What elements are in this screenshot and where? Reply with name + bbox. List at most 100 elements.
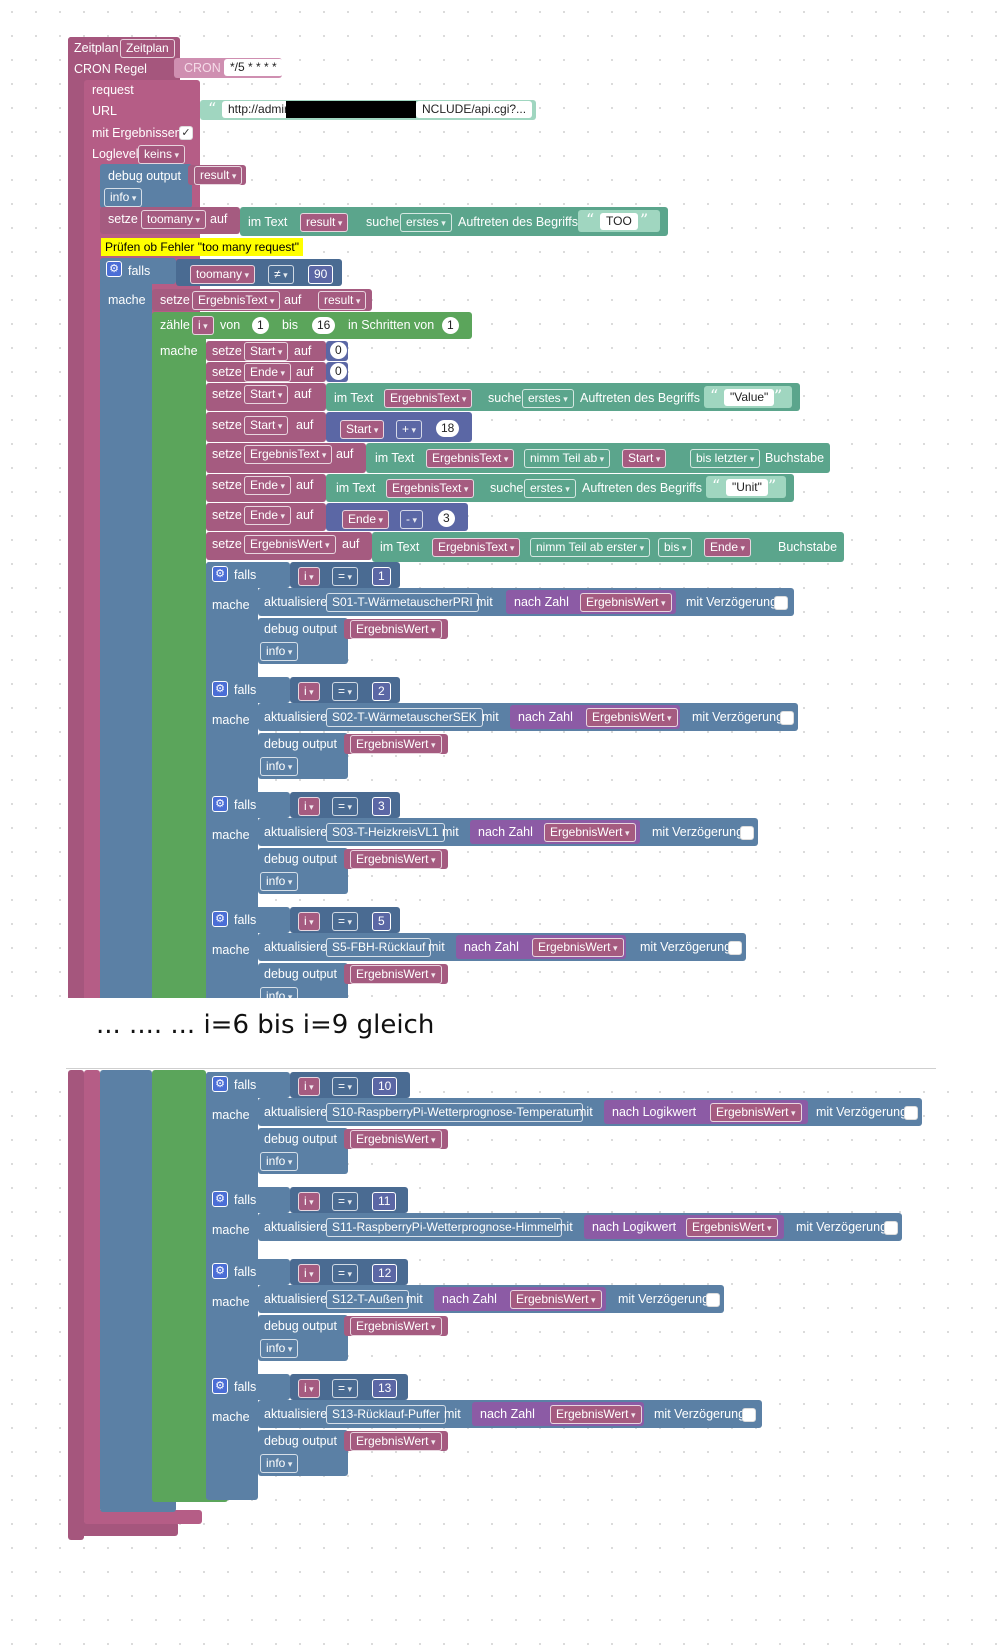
set-start-find-var[interactable]: Start bbox=[244, 385, 289, 404]
case-number[interactable]: 5 bbox=[372, 912, 391, 931]
case-number[interactable]: 1 bbox=[372, 567, 391, 586]
case-var-i[interactable]: i bbox=[298, 797, 320, 816]
set-ende-sub-var[interactable]: Ende bbox=[244, 506, 292, 525]
case-number[interactable]: 2 bbox=[372, 682, 391, 701]
gear-icon[interactable]: ⚙ bbox=[106, 261, 122, 277]
set-toomany-var[interactable]: toomany bbox=[141, 210, 207, 229]
set-ergtext-var[interactable]: ErgebnisText bbox=[192, 291, 281, 310]
schedule-name-field[interactable]: Zeitplan bbox=[120, 39, 175, 58]
set-ergtext-value[interactable]: result bbox=[318, 291, 367, 310]
set-ende0-var[interactable]: Ende bbox=[244, 363, 292, 382]
gear-icon[interactable]: ⚙ bbox=[212, 566, 228, 582]
convert-var[interactable]: ErgebnisWert bbox=[710, 1103, 802, 1122]
convert-var[interactable]: ErgebnisWert bbox=[550, 1405, 642, 1424]
find-toomany-mode[interactable]: erstes bbox=[400, 213, 452, 232]
update-state-name[interactable]: S10-RaspberryPi-Wetterprognose-Temperatu… bbox=[326, 1103, 584, 1122]
math-add-left[interactable]: Start bbox=[340, 420, 385, 439]
case-var-i[interactable]: i bbox=[298, 1379, 320, 1398]
debug-top-var[interactable]: result bbox=[194, 166, 243, 185]
set-start-add-var[interactable]: Start bbox=[244, 416, 289, 435]
delay-checkbox[interactable] bbox=[780, 711, 794, 725]
case-number[interactable]: 10 bbox=[372, 1077, 398, 1096]
substr-ergwert-take[interactable]: nimm Teil ab erster bbox=[530, 538, 651, 557]
update-state-name[interactable]: S11-RaspberryPi-Wetterprognose-Himmel bbox=[326, 1218, 563, 1237]
convert-var[interactable]: ErgebnisWert bbox=[532, 938, 624, 957]
delay-checkbox[interactable] bbox=[904, 1106, 918, 1120]
set-ende0-value[interactable]: 0 bbox=[330, 363, 347, 380]
update-state-name[interactable]: S12-T-Außen bbox=[326, 1290, 410, 1309]
case-number[interactable]: 11 bbox=[372, 1192, 397, 1211]
case-debug-var[interactable]: ErgebnisWert bbox=[350, 965, 442, 984]
loop-block[interactable] bbox=[152, 312, 206, 1002]
case-var-i[interactable]: i bbox=[298, 1077, 320, 1096]
case-debug-level[interactable]: info bbox=[260, 1339, 299, 1358]
substr-ergwert-end[interactable]: Ende bbox=[704, 538, 752, 557]
substr-ergwert-to[interactable]: bis bbox=[658, 538, 693, 557]
convert-var[interactable]: ErgebnisWert bbox=[544, 823, 636, 842]
delay-checkbox[interactable] bbox=[706, 1293, 720, 1307]
update-state-name[interactable]: S02-T-WärmetauscherSEK bbox=[326, 708, 483, 727]
case-op[interactable]: = bbox=[332, 912, 359, 931]
gear-icon[interactable]: ⚙ bbox=[212, 1191, 228, 1207]
convert-var[interactable]: ErgebnisWert bbox=[586, 708, 678, 727]
delay-checkbox[interactable] bbox=[774, 596, 788, 610]
case-op[interactable]: = bbox=[332, 1379, 359, 1398]
case-debug-level[interactable]: info bbox=[260, 1454, 299, 1473]
case-op[interactable]: = bbox=[332, 1192, 359, 1211]
case-var-i[interactable]: i bbox=[298, 912, 320, 931]
set-ende-find-var[interactable]: Ende bbox=[244, 476, 292, 495]
case-debug-level[interactable]: info bbox=[260, 642, 299, 661]
case-debug-var[interactable]: ErgebnisWert bbox=[350, 620, 442, 639]
case-var-i[interactable]: i bbox=[298, 1264, 320, 1283]
case-op[interactable]: = bbox=[332, 1077, 359, 1096]
case-var-i[interactable]: i bbox=[298, 1192, 320, 1211]
case-debug-var[interactable]: ErgebnisWert bbox=[350, 1130, 442, 1149]
math-add-op[interactable]: + bbox=[396, 420, 423, 439]
convert-var[interactable]: ErgebnisWert bbox=[510, 1290, 602, 1309]
find-unit-mode[interactable]: erstes bbox=[524, 479, 576, 498]
substr-ergwert-textvar[interactable]: ErgebnisText bbox=[432, 538, 521, 557]
find-unit-term[interactable]: "Unit" bbox=[726, 479, 768, 496]
case-number[interactable]: 3 bbox=[372, 797, 391, 816]
loop-from[interactable]: 1 bbox=[252, 317, 269, 334]
gear-icon[interactable]: ⚙ bbox=[212, 796, 228, 812]
url-start[interactable]: http://admir bbox=[222, 101, 295, 118]
case-op[interactable]: = bbox=[332, 682, 359, 701]
case-debug-level[interactable]: info bbox=[260, 872, 299, 891]
substr-ergtext-to[interactable]: bis letzter bbox=[690, 449, 761, 468]
loglevel-dropdown[interactable]: keins bbox=[138, 145, 186, 164]
convert-var[interactable]: ErgebnisWert bbox=[580, 593, 672, 612]
case-number[interactable]: 12 bbox=[372, 1264, 398, 1283]
compare-main-op[interactable]: ≠ bbox=[268, 265, 294, 284]
set-start0-var[interactable]: Start bbox=[244, 342, 289, 361]
set-ergwert-var[interactable]: ErgebnisWert bbox=[244, 535, 336, 554]
case-debug-var[interactable]: ErgebnisWert bbox=[350, 1432, 442, 1451]
cron-value[interactable]: */5 * * * * bbox=[224, 59, 283, 76]
case-debug-level[interactable]: info bbox=[260, 757, 299, 776]
case-debug-level[interactable]: info bbox=[260, 1152, 299, 1171]
math-add-right[interactable]: 18 bbox=[436, 420, 460, 437]
gear-icon[interactable]: ⚙ bbox=[212, 1378, 228, 1394]
update-state-name[interactable]: S13-Rücklauf-Puffer bbox=[326, 1405, 446, 1424]
set-ergtext-sub-var[interactable]: ErgebnisText bbox=[244, 445, 333, 464]
update-state-name[interactable]: S03-T-HeizkreisVL1 bbox=[326, 823, 445, 842]
find-value-term[interactable]: "Value" bbox=[724, 389, 775, 406]
math-sub-op[interactable]: - bbox=[400, 510, 424, 529]
gear-icon[interactable]: ⚙ bbox=[212, 681, 228, 697]
loop-to[interactable]: 16 bbox=[312, 317, 336, 334]
find-unit-textvar[interactable]: ErgebnisText bbox=[386, 479, 475, 498]
if-main-block[interactable] bbox=[100, 258, 152, 1008]
substr-ergtext-take[interactable]: nimm Teil ab bbox=[524, 449, 611, 468]
debug-top-level[interactable]: info bbox=[104, 188, 143, 207]
math-sub-left[interactable]: Ende bbox=[342, 510, 390, 529]
compare-main-var[interactable]: toomany bbox=[190, 265, 256, 284]
set-start0-value[interactable]: 0 bbox=[330, 342, 347, 359]
gear-icon[interactable]: ⚙ bbox=[212, 1076, 228, 1092]
find-toomany-term[interactable]: TOO bbox=[600, 213, 638, 230]
delay-checkbox[interactable] bbox=[728, 941, 742, 955]
comment-note[interactable]: Prüfen ob Fehler "too many request" bbox=[101, 238, 303, 256]
compare-main-value[interactable]: 90 bbox=[308, 265, 334, 284]
case-debug-var[interactable]: ErgebnisWert bbox=[350, 850, 442, 869]
delay-checkbox[interactable] bbox=[884, 1221, 898, 1235]
loop-step[interactable]: 1 bbox=[442, 317, 459, 334]
